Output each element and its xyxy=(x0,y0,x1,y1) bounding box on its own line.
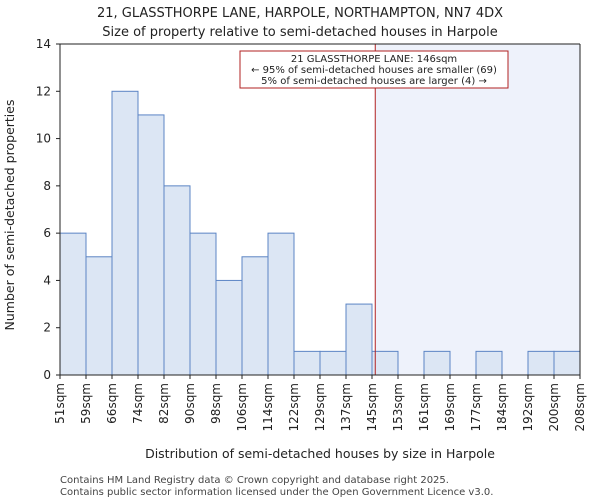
footer-line-1: Contains HM Land Registry data © Crown c… xyxy=(60,475,449,486)
annotation-line: 5% of semi-detached houses are larger (4… xyxy=(261,76,487,87)
x-tick-label: 145sqm xyxy=(365,383,379,431)
x-tick-label: 177sqm xyxy=(469,383,483,431)
bar xyxy=(111,90,139,376)
chart-title-line-2: Size of property relative to semi-detach… xyxy=(102,25,497,40)
bar xyxy=(189,232,217,376)
bar xyxy=(85,256,113,376)
x-tick-label: 161sqm xyxy=(417,383,431,431)
x-tick-label: 153sqm xyxy=(391,383,405,431)
x-tick-label: 59sqm xyxy=(79,383,93,424)
x-axis-label: Distribution of semi-detached houses by … xyxy=(145,446,495,461)
y-tick-label: 14 xyxy=(36,37,51,51)
y-tick-label: 8 xyxy=(43,179,51,193)
x-tick-label: 137sqm xyxy=(339,383,353,431)
x-tick-label: 192sqm xyxy=(521,383,535,431)
bar xyxy=(475,350,503,376)
x-tick-label: 169sqm xyxy=(443,383,457,431)
bar xyxy=(137,114,165,376)
x-tick-label: 184sqm xyxy=(495,383,509,431)
y-tick-label: 4 xyxy=(43,273,51,287)
x-tick-label: 106sqm xyxy=(235,383,249,431)
x-tick-label: 98sqm xyxy=(209,383,223,424)
x-tick-label: 208sqm xyxy=(573,383,587,431)
bar xyxy=(345,303,373,376)
x-tick-label: 122sqm xyxy=(287,383,301,431)
bar xyxy=(267,232,295,376)
x-tick-label: 51sqm xyxy=(53,383,67,424)
x-tick-label: 74sqm xyxy=(131,383,145,424)
y-tick-label: 10 xyxy=(36,132,51,146)
x-tick-label: 114sqm xyxy=(261,383,275,431)
bar xyxy=(215,279,243,376)
bar xyxy=(319,350,347,376)
x-tick-label: 90sqm xyxy=(183,383,197,424)
footer-line-2: Contains public sector information licen… xyxy=(60,487,493,498)
annotation-box xyxy=(239,50,509,89)
bar xyxy=(241,256,269,376)
bar xyxy=(293,350,321,376)
y-tick-label: 12 xyxy=(36,84,51,98)
bar xyxy=(527,350,555,376)
bar xyxy=(553,350,581,376)
y-tick-label: 0 xyxy=(43,368,51,382)
highlight-region xyxy=(375,44,580,375)
annotation-line: ← 95% of semi-detached houses are smalle… xyxy=(251,65,497,76)
bar xyxy=(371,350,399,376)
y-tick-label: 6 xyxy=(43,226,51,240)
x-tick-label: 200sqm xyxy=(547,383,561,431)
chart-title-line-1: 21, GLASSTHORPE LANE, HARPOLE, NORTHAMPT… xyxy=(97,6,503,21)
annotation-line: 21 GLASSTHORPE LANE: 146sqm xyxy=(291,54,457,65)
y-axis-label: Number of semi-detached properties xyxy=(2,100,17,331)
bar xyxy=(163,185,191,376)
x-tick-label: 82sqm xyxy=(157,383,171,424)
y-tick-label: 2 xyxy=(43,321,51,335)
bar xyxy=(423,350,451,376)
x-tick-label: 66sqm xyxy=(105,383,119,424)
x-tick-label: 129sqm xyxy=(313,383,327,431)
bar xyxy=(59,232,87,376)
